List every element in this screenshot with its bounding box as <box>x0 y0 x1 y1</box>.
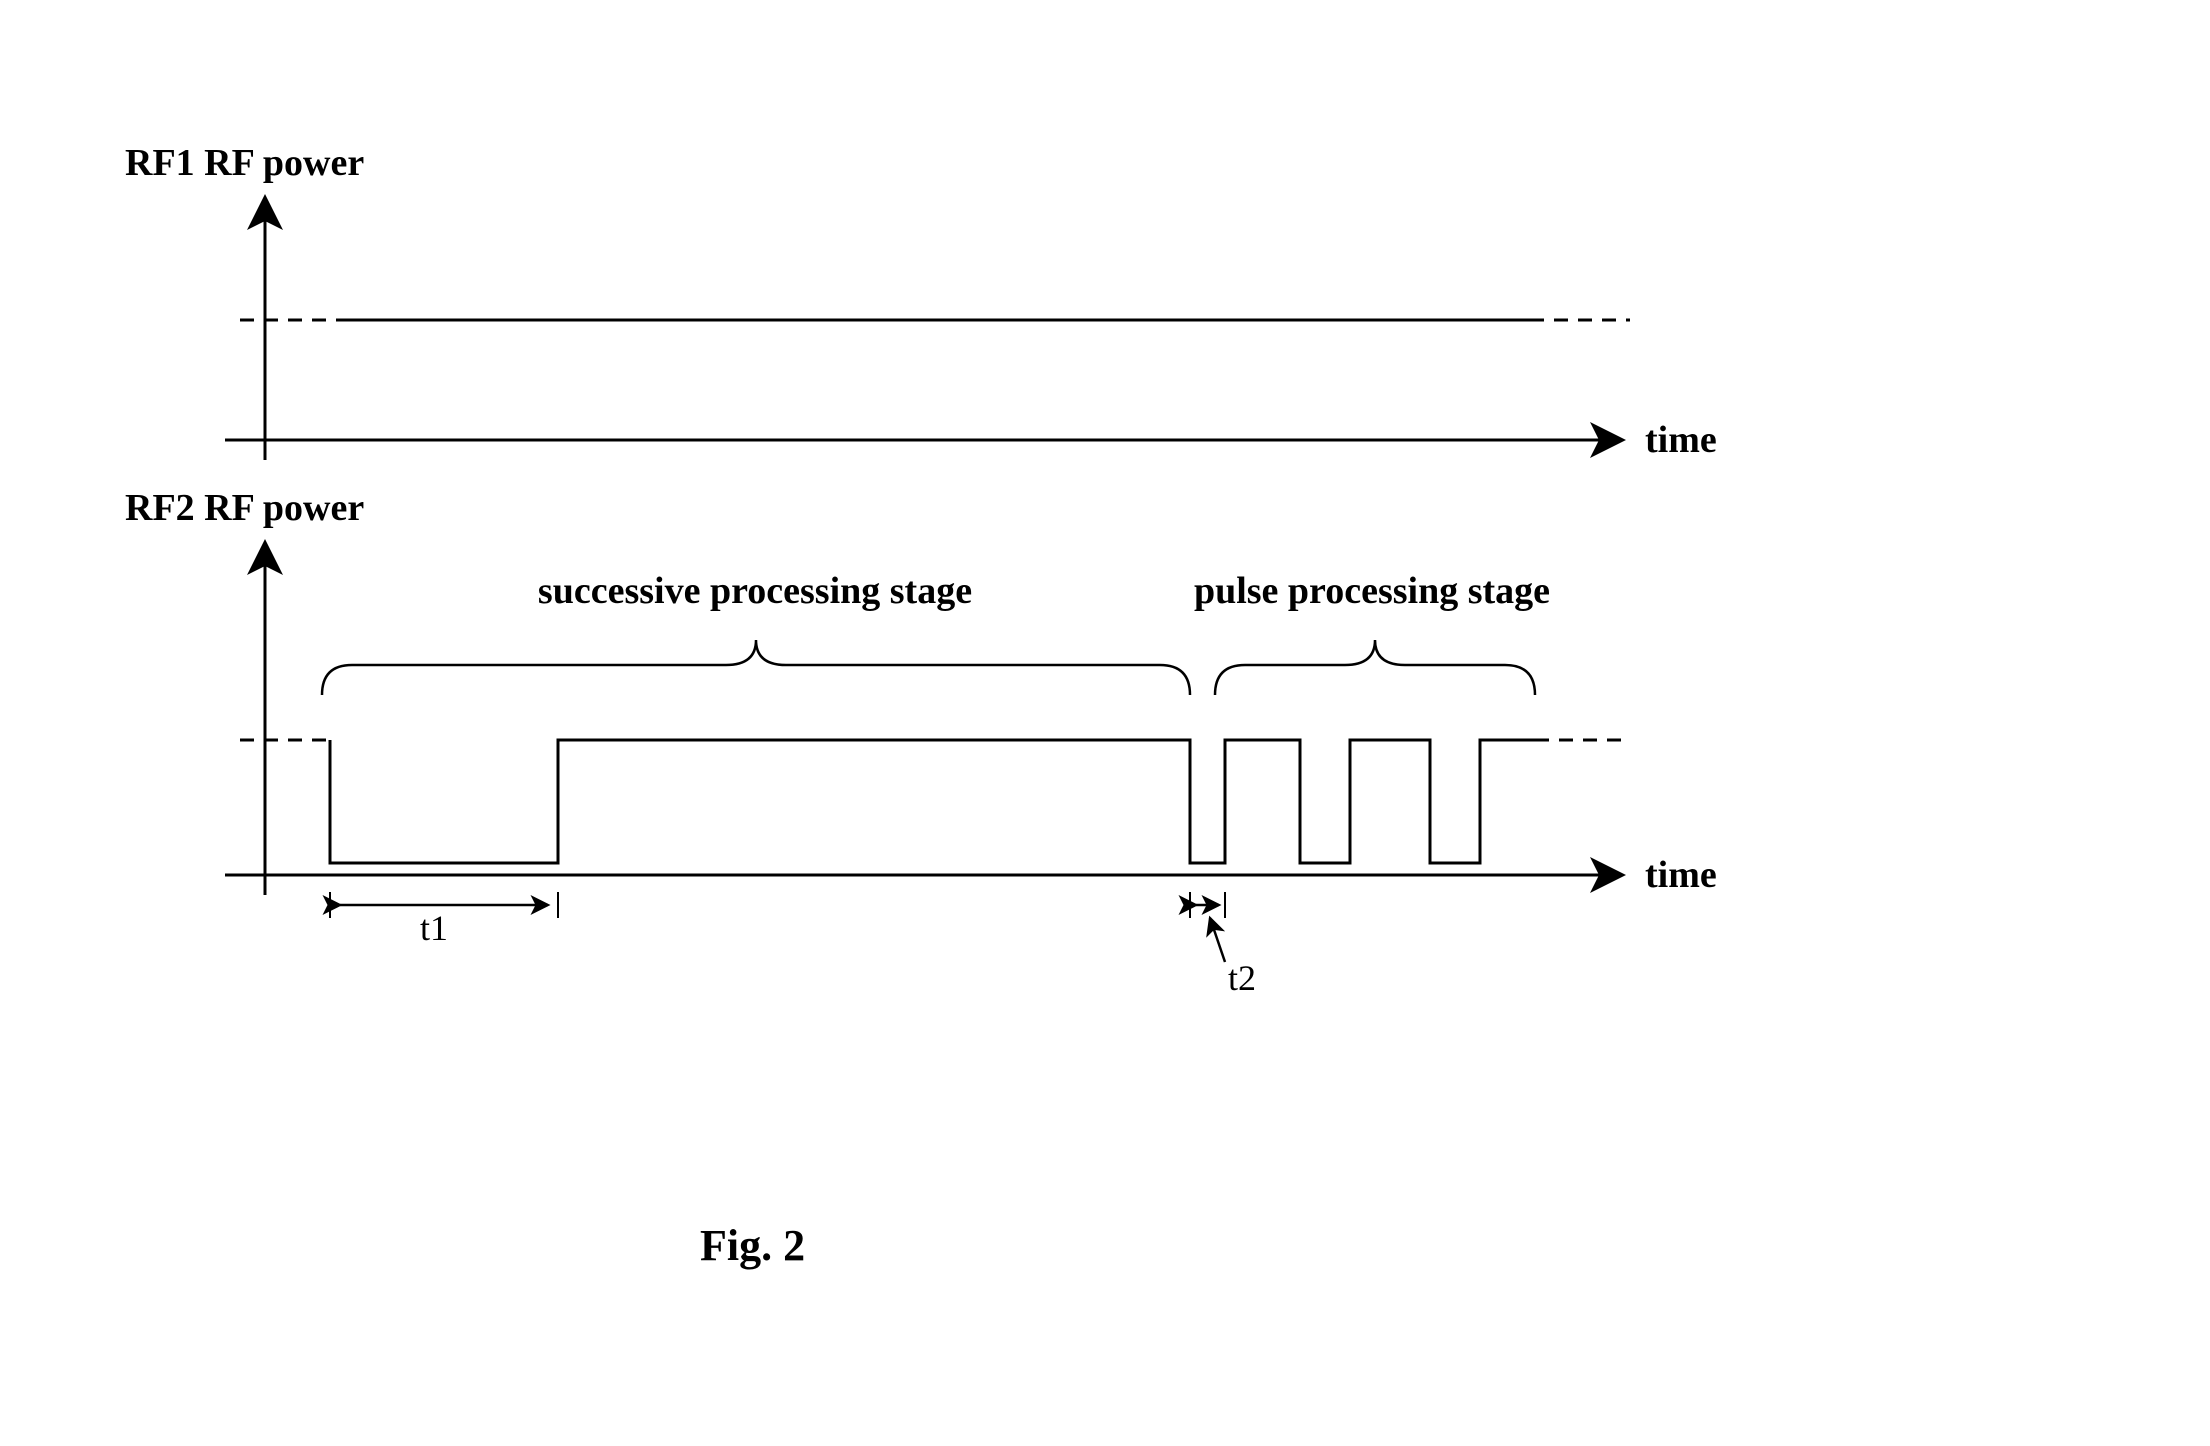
chart2-t2-pointer <box>1210 918 1225 962</box>
chart1-ylabel: RF1 RF power <box>125 142 364 184</box>
chart2-brace2 <box>1215 640 1535 695</box>
chart1-xlabel: time <box>1645 419 1717 461</box>
chart2-waveform <box>330 740 1535 863</box>
chart2-brace1 <box>322 640 1190 695</box>
chart2-stage2-label: pulse processing stage <box>1194 570 1550 612</box>
chart1: RF1 RF power time <box>125 142 1717 461</box>
chart2: RF2 RF power time successive processing … <box>125 487 1717 998</box>
chart2-ylabel: RF2 RF power <box>125 487 364 529</box>
chart2-t2-label: t2 <box>1228 958 1256 998</box>
chart2-t1-label: t1 <box>420 908 448 948</box>
figure-container: RF1 RF power time RF2 RF power time succ… <box>0 0 2210 1446</box>
figure-svg: RF1 RF power time RF2 RF power time succ… <box>0 0 2210 1446</box>
chart2-stage1-label: successive processing stage <box>538 570 972 612</box>
chart2-xlabel: time <box>1645 854 1717 896</box>
figure-caption: Fig. 2 <box>700 1221 805 1270</box>
